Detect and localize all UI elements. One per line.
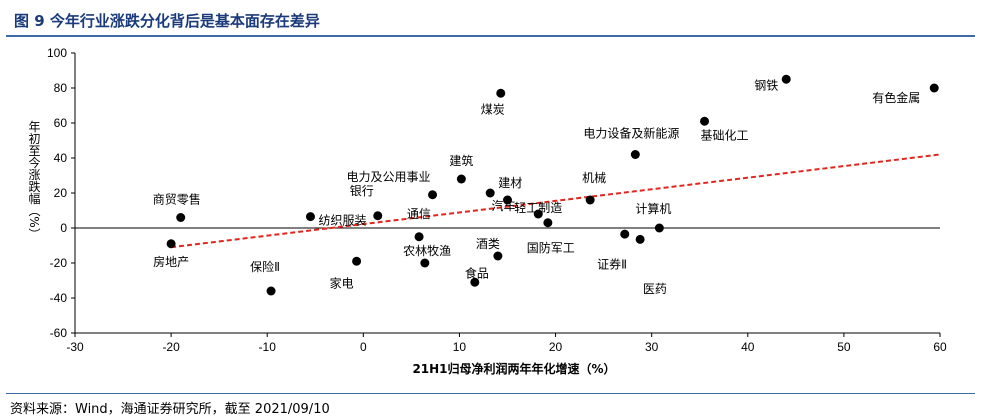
- x-tick-label: 60: [933, 340, 947, 354]
- title-rule: [6, 35, 975, 37]
- y-axis-title: 年初至今涨跌幅（%）: [27, 120, 41, 240]
- point-label: 家电: [330, 275, 354, 290]
- point-label: 煤炭: [481, 102, 505, 116]
- point-label: 纺织服装: [318, 214, 366, 228]
- x-tick-label: 50: [837, 340, 851, 354]
- data-point: [166, 239, 176, 249]
- point-label: 酒类: [476, 237, 500, 251]
- x-tick-label: 20: [549, 340, 563, 354]
- y-tick-label: 100: [47, 46, 67, 60]
- data-point: [781, 74, 791, 84]
- data-point: [352, 256, 362, 266]
- data-point: [470, 277, 480, 287]
- figure-header: 图 9 今年行业涨跌分化背后是基本面存在差异: [6, 4, 975, 37]
- data-point: [635, 234, 645, 244]
- data-point: [533, 209, 543, 219]
- data-point: [493, 251, 503, 261]
- point-label: 通信: [407, 207, 431, 221]
- point-label: 计算机: [635, 201, 671, 216]
- data-point: [485, 188, 495, 198]
- x-tick-label: 0: [360, 340, 367, 354]
- point-label: 钢铁: [754, 78, 778, 92]
- x-tick-label: 30: [645, 340, 659, 354]
- data-point: [266, 286, 276, 296]
- source-note: 资料来源：Wind，海通证券研究所，截至 2021/09/10: [10, 402, 330, 417]
- data-point: [414, 232, 424, 242]
- y-tick-label: -40: [50, 291, 68, 305]
- point-label: 房地产: [153, 254, 189, 269]
- x-tick-label: -20: [162, 340, 180, 354]
- data-point: [456, 174, 466, 184]
- point-label: 银行: [350, 184, 374, 198]
- point-label: 电力设备及新能源: [583, 126, 679, 141]
- point-label: 农林牧渔: [403, 244, 451, 258]
- footer-rule: [6, 393, 975, 394]
- x-tick-label: -10: [259, 340, 277, 354]
- point-label: 食品: [465, 265, 489, 280]
- point-label: 有色金属: [872, 90, 920, 105]
- point-label: 轻工制造: [514, 201, 562, 215]
- y-tick-label: 80: [54, 81, 68, 95]
- point-label: 基础化工: [701, 128, 749, 142]
- data-point: [420, 258, 430, 268]
- point-label: 汽车: [492, 198, 516, 213]
- trendline: [170, 153, 941, 249]
- data-point: [929, 83, 939, 93]
- point-label: 保险Ⅱ: [250, 259, 280, 274]
- data-point: [503, 195, 512, 205]
- y-tick-label: 0: [60, 221, 67, 235]
- figure-title: 图 9 今年行业涨跌分化背后是基本面存在差异: [14, 12, 320, 30]
- y-tick-label: 60: [54, 116, 68, 130]
- data-point: [585, 195, 595, 205]
- point-label: 医药: [643, 282, 667, 296]
- x-tick-label: 10: [453, 340, 467, 354]
- data-point: [373, 211, 383, 221]
- point-label: 建筑: [449, 153, 473, 168]
- data-point: [630, 150, 640, 159]
- y-tick-label: 40: [54, 151, 68, 165]
- points-group: [166, 74, 939, 296]
- y-tick-label: 20: [54, 186, 68, 200]
- y-tick-label: -60: [50, 326, 68, 340]
- data-point: [543, 218, 553, 228]
- point-label: 机械: [582, 170, 606, 185]
- data-point: [305, 212, 315, 222]
- point-label: 商贸零售: [153, 192, 201, 207]
- data-point: [700, 116, 710, 126]
- point-label: 建材: [498, 176, 522, 190]
- y-tick-label: -20: [50, 256, 68, 270]
- point-label: 电力及公用事业: [347, 170, 431, 184]
- axes: -60 -40 -20 0 20 40 60 80 100 -30 -20 -10 0 10 20 30 40 5…: [47, 46, 947, 354]
- x-tick-label: -30: [66, 340, 84, 354]
- data-point: [496, 88, 506, 98]
- x-tick-label: 40: [741, 340, 755, 354]
- data-point: [428, 190, 438, 200]
- data-point: [654, 223, 664, 233]
- x-axis-title: 21H1归母净利润两年年化增速（%）: [412, 361, 615, 376]
- data-point: [176, 213, 186, 222]
- point-label: 国防军工: [527, 240, 575, 255]
- data-point: [620, 229, 630, 239]
- point-label: 证券Ⅱ: [597, 256, 627, 271]
- trendline-group: [170, 153, 941, 249]
